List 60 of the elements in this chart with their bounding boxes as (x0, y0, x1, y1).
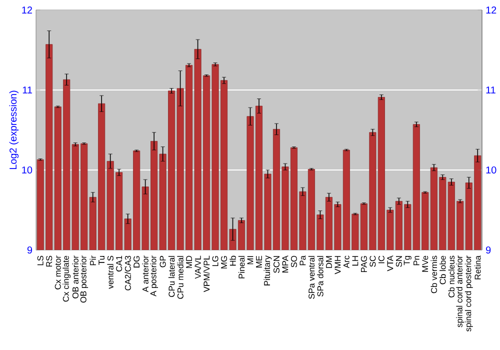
y-tick-label: 12 (22, 6, 32, 14)
x-tick-label: Pir (90, 256, 96, 266)
x-tick-label: OB anterior (72, 256, 78, 298)
x-tick-label: VA/VL (194, 256, 201, 279)
x-tick-label: CPu lateral (168, 256, 175, 297)
x-tick-label: Pituitary (264, 255, 272, 286)
x-tick-label: CA1 (116, 256, 122, 272)
x-tick-label: Cb nucleus (448, 256, 454, 298)
x-tick-label: MG (221, 256, 228, 268)
x-tick-label: MI (247, 256, 254, 264)
x-tick-label: Tu (98, 256, 105, 265)
x-tick-label: LG (212, 256, 218, 266)
x-tick-label: VPM/VPL (203, 256, 210, 292)
y2-tick-label: 12 (486, 6, 496, 14)
x-tick-label: spinal cord anterior (456, 256, 464, 328)
x-tick-label: CPu medial (177, 256, 184, 299)
x-tick-label: Hb (230, 256, 236, 266)
x-tick-label: IC (378, 256, 384, 264)
y2-tick-label: 9 (486, 246, 491, 254)
x-tick-label: DM (326, 256, 332, 268)
x-tick-label: OB posterior (80, 256, 88, 303)
x-tick-label: Arc (344, 256, 350, 268)
y-tick-label: 11 (22, 86, 32, 94)
x-tick-label: RS (46, 256, 52, 267)
x-tick-label: GP (160, 256, 166, 268)
x-tick-label: SPa ventral (308, 256, 315, 299)
x-tick-label: ventral S (107, 256, 114, 289)
x-tick-label: MPA (282, 255, 288, 272)
x-tick-label: Pineal (238, 256, 245, 278)
x-tick-label: VMH (334, 256, 341, 274)
x-tick-label: SC (370, 256, 376, 267)
x-tick-label: Pa (300, 255, 306, 266)
y-axis-title: Log2 (expression) (9, 90, 19, 170)
x-tick-label: SN (396, 256, 402, 267)
y2-tick-label: 11 (486, 86, 496, 94)
y-tick-label: 10 (22, 166, 32, 174)
x-tick-label: LS (37, 256, 44, 266)
x-tick-label: SO (290, 256, 297, 268)
x-tick-label: ME (256, 256, 262, 268)
x-tick-label: LH (352, 256, 358, 266)
x-tick-label: Tg (404, 256, 412, 266)
x-tick-label: A anterior (142, 256, 148, 292)
x-tick-label: Retina (474, 255, 481, 280)
x-tick-label: SPa dorsal (317, 256, 324, 296)
x-tick-label: A posterior (150, 256, 158, 296)
x-tick-label: MVe (422, 256, 428, 272)
x-tick-label: Cb lobe (440, 256, 446, 284)
y2-tick-label: 10 (486, 166, 496, 174)
x-tick-label: CA2/CA3 (124, 256, 131, 290)
y-tick-label: 9 (27, 246, 32, 254)
x-tick-label: spinal cord posterior (464, 256, 473, 332)
x-tick-label: PAG (360, 256, 367, 272)
x-tick-label: Cx cingulate (62, 256, 71, 302)
x-tick-label: SCN (274, 256, 280, 273)
x-tick-label: MD (186, 256, 192, 268)
x-tick-label: Pn (414, 256, 420, 266)
x-tick-label: Cb vermis (430, 256, 438, 294)
x-tick-label: VTA (387, 255, 394, 272)
x-tick-label: Cx motor (54, 256, 61, 290)
x-tick-label: DG (134, 256, 140, 268)
